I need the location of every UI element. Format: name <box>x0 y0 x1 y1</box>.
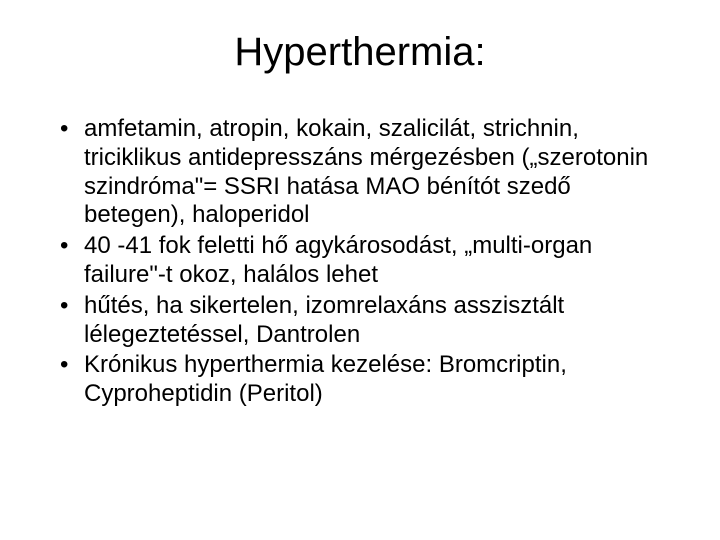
list-item: amfetamin, atropin, kokain, szalicilát, … <box>60 115 670 230</box>
list-item: hűtés, ha sikertelen, izomrelaxáns asszi… <box>60 292 670 350</box>
slide: Hyperthermia: amfetamin, atropin, kokain… <box>0 0 720 540</box>
slide-title: Hyperthermia: <box>40 30 680 75</box>
list-item: 40 -41 fok feletti hő agykárosodást, „mu… <box>60 232 670 290</box>
bullet-list: amfetamin, atropin, kokain, szalicilát, … <box>60 115 670 409</box>
list-item: Krónikus hyperthermia kezelése: Bromcrip… <box>60 351 670 409</box>
